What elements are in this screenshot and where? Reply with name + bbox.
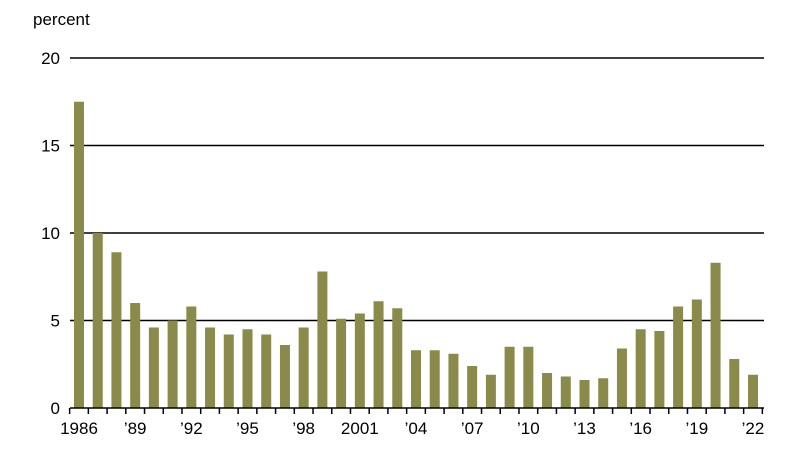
bar [616, 348, 627, 408]
bar [748, 374, 758, 408]
y-tick-label: 20 [41, 49, 60, 68]
bar [317, 271, 328, 408]
x-tick-label: ’22 [742, 419, 765, 438]
bar [710, 262, 721, 408]
bar [448, 353, 459, 408]
bar [111, 252, 122, 408]
bar [205, 327, 216, 408]
y-tick-label: 5 [51, 312, 60, 331]
x-tick-label: ’95 [236, 419, 259, 438]
bar [429, 350, 440, 408]
bar [392, 308, 403, 408]
x-axis-tick-labels: 1986 ’89 ’92 ’95 ’98 2001 ’04 ’07 ’10 ’13 ’16 ’19 ’2… [60, 419, 764, 438]
x-tick-label: 2001 [341, 419, 379, 438]
x-tick-label: ’07 [461, 419, 484, 438]
x-tick-label: ’19 [685, 419, 708, 438]
x-tick-label: 1986 [60, 419, 98, 438]
bar [485, 374, 496, 408]
bar [92, 233, 103, 408]
gridlines [70, 57, 764, 322]
bar [635, 329, 646, 408]
x-tick-label: ’10 [517, 419, 540, 438]
bar [261, 334, 272, 408]
bar [467, 366, 478, 408]
bar [279, 345, 290, 408]
bar [223, 334, 234, 408]
x-axis-ticks [68, 408, 764, 414]
x-tick-label: ’92 [180, 419, 203, 438]
x-tick-label: ’04 [405, 419, 428, 438]
bar [654, 331, 665, 408]
bar [74, 101, 84, 408]
y-axis-tick-labels: 0 5 10 15 20 [41, 49, 60, 418]
y-tick-label: 15 [41, 137, 60, 156]
x-tick-label: ’98 [292, 419, 315, 438]
bar [167, 320, 178, 408]
y-tick-label: 10 [41, 224, 60, 243]
x-tick-label: ’13 [573, 419, 596, 438]
bar [354, 313, 365, 408]
bar [242, 329, 253, 408]
x-tick-label: ’89 [124, 419, 147, 438]
bar [186, 306, 197, 408]
bar [298, 327, 309, 408]
bar [373, 301, 384, 408]
bar [542, 373, 553, 408]
bar [336, 318, 347, 408]
bar [504, 346, 515, 408]
bar [673, 306, 684, 408]
bar [691, 299, 702, 408]
bar [130, 303, 141, 408]
bar [560, 376, 571, 408]
bar [729, 359, 740, 408]
bar [523, 346, 534, 408]
bar [598, 378, 609, 408]
y-tick-label: 0 [51, 399, 60, 418]
bar [411, 350, 421, 408]
bars [74, 101, 758, 408]
x-tick-label: ’16 [629, 419, 652, 438]
y-axis-unit-label: percent [33, 10, 90, 29]
bar [579, 380, 590, 408]
bar [148, 327, 159, 408]
